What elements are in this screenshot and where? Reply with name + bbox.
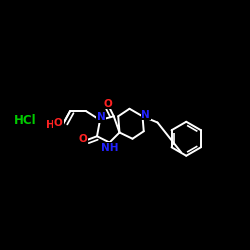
Text: NH: NH xyxy=(101,143,118,153)
Text: N: N xyxy=(97,112,106,122)
Text: O: O xyxy=(103,99,112,109)
Text: O: O xyxy=(54,118,62,128)
Text: HO: HO xyxy=(46,120,64,130)
Text: HCl: HCl xyxy=(14,114,36,126)
Text: N: N xyxy=(141,110,150,120)
Text: O: O xyxy=(79,134,88,144)
